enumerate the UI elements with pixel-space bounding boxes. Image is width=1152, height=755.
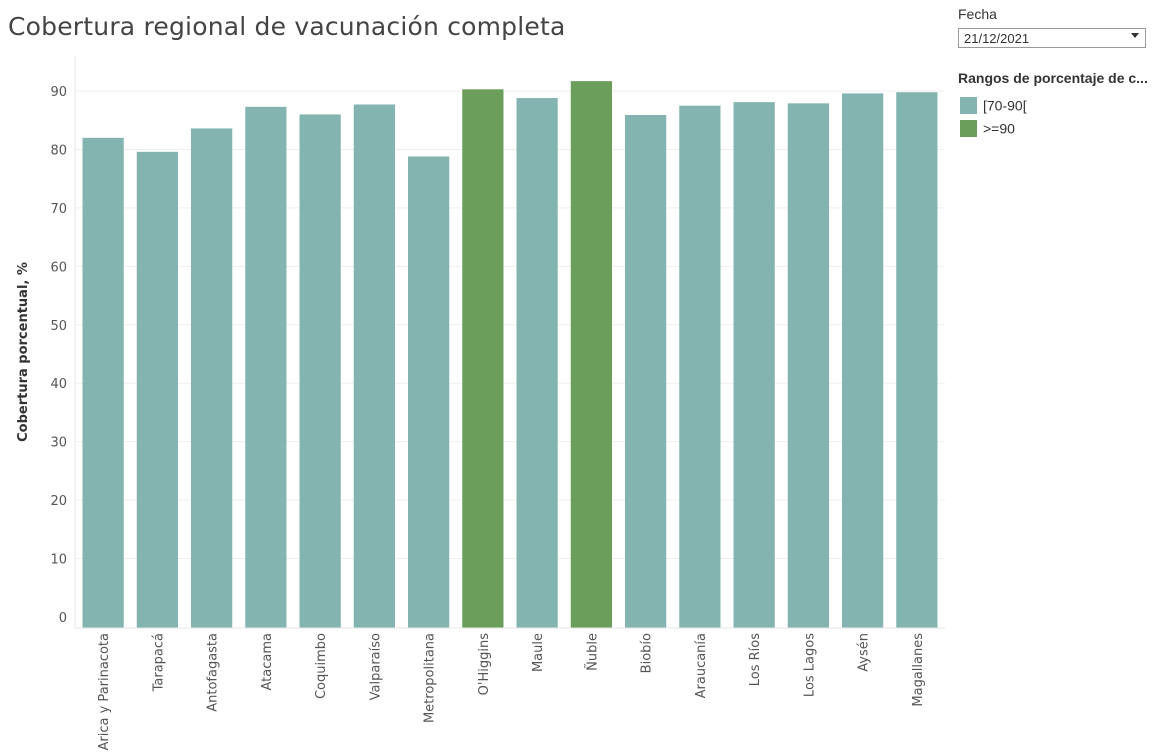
bar <box>625 115 667 629</box>
legend-item-label: >=90 <box>983 120 1015 137</box>
x-tick-label: Valparaíso <box>368 633 383 700</box>
y-tick-label: 90 <box>50 85 67 100</box>
bar <box>896 92 938 628</box>
y-tick-label: 80 <box>50 143 67 158</box>
bar <box>191 128 233 628</box>
x-tick-label: Tarapacá <box>151 633 166 692</box>
x-tick-label: Biobío <box>640 633 655 673</box>
bar <box>82 137 124 628</box>
y-tick-label: 10 <box>50 552 67 567</box>
bar <box>516 98 558 629</box>
legend-swatch <box>960 96 977 114</box>
date-filter-label: Fecha <box>958 6 997 22</box>
x-tick-label: Antofagasta <box>206 633 221 712</box>
bar <box>353 104 395 628</box>
y-tick-label: 60 <box>50 260 67 275</box>
date-filter-dropdown[interactable]: 21/12/2021 <box>958 28 1146 48</box>
bar <box>679 105 721 629</box>
y-tick-label: 40 <box>50 377 67 392</box>
y-tick-label: 30 <box>50 436 67 451</box>
x-tick-label: Los Lagos <box>802 633 817 697</box>
legend-item-70-90[interactable]: [70-90[ <box>960 96 1027 114</box>
y-axis-title: Cobertura porcentual, % <box>16 262 31 442</box>
bar <box>787 103 829 628</box>
y-tick-label: 0 <box>59 611 67 626</box>
x-tick-label: Atacama <box>260 633 275 690</box>
date-filter-value: 21/12/2021 <box>964 31 1030 46</box>
bar <box>136 151 178 628</box>
y-tick-label: 50 <box>50 319 67 334</box>
x-tick-label: Araucanía <box>694 633 709 698</box>
y-tick-label: 20 <box>50 494 67 509</box>
bar <box>462 89 504 629</box>
x-tick-label: Arica y Parinacota <box>97 633 112 750</box>
x-tick-label: Metropolitana <box>423 633 438 723</box>
bar <box>245 106 287 628</box>
bar <box>408 156 450 628</box>
x-tick-label: Magallanes <box>911 633 926 707</box>
bar <box>842 93 884 629</box>
x-tick-label: Coquimbo <box>314 633 329 699</box>
legend-item-90-plus[interactable]: >=90 <box>960 119 1015 137</box>
chart-title: Cobertura regional de vacunación complet… <box>8 12 566 41</box>
x-tick-label: Los Ríos <box>748 633 763 686</box>
bar <box>733 102 775 629</box>
bar <box>299 114 341 629</box>
legend-title: Rangos de porcentaje de c... <box>958 70 1148 86</box>
x-tick-label: Aysén <box>857 633 872 672</box>
chevron-down-icon[interactable] <box>1131 33 1139 38</box>
bar <box>570 81 612 628</box>
legend-item-label: [70-90[ <box>983 97 1027 114</box>
y-tick-label: 70 <box>50 202 67 217</box>
x-tick-label: O'Higgins <box>477 633 492 696</box>
x-tick-label: Ñuble <box>584 633 600 671</box>
legend-swatch <box>960 119 977 137</box>
x-tick-label: Maule <box>531 633 546 672</box>
